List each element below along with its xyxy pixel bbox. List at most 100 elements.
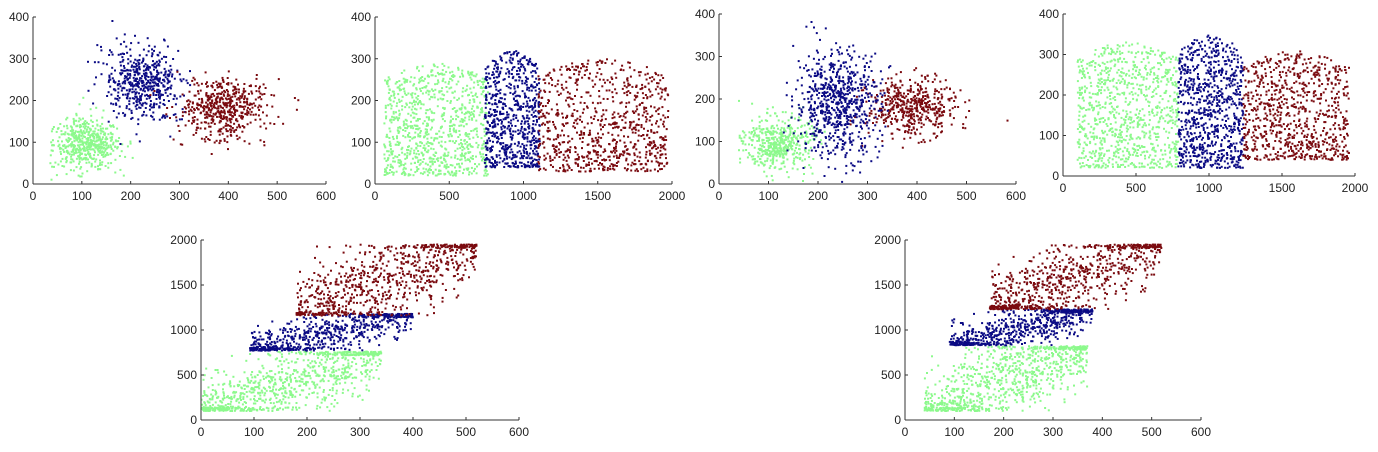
data-point xyxy=(568,92,571,95)
data-point xyxy=(889,100,892,102)
data-point xyxy=(50,149,53,152)
data-point xyxy=(641,86,644,89)
data-point xyxy=(527,96,530,99)
data-point xyxy=(949,87,951,90)
data-point xyxy=(485,96,488,99)
data-point xyxy=(467,152,470,154)
data-point xyxy=(126,145,129,148)
data-point xyxy=(911,110,914,113)
data-point xyxy=(82,135,85,138)
data-point xyxy=(658,164,660,167)
data-point xyxy=(484,145,487,148)
data-point xyxy=(503,166,506,168)
data-point xyxy=(199,104,202,107)
data-point xyxy=(485,170,488,172)
data-point xyxy=(485,174,488,177)
data-point xyxy=(565,159,568,162)
data-point xyxy=(774,136,777,139)
data-point xyxy=(80,125,83,128)
data-point xyxy=(419,145,422,147)
data-point xyxy=(107,153,110,156)
data-point xyxy=(517,166,520,169)
data-point xyxy=(151,85,154,88)
data-point xyxy=(895,92,898,95)
data-point xyxy=(555,113,558,116)
data-point xyxy=(482,90,485,92)
data-point xyxy=(943,110,946,113)
data-point xyxy=(565,122,568,125)
data-point xyxy=(81,141,84,144)
data-point xyxy=(155,60,158,63)
data-point xyxy=(148,108,151,111)
data-point xyxy=(494,83,497,86)
data-point xyxy=(440,115,443,118)
data-point xyxy=(659,156,662,159)
data-point xyxy=(775,115,778,118)
data-point xyxy=(221,111,224,114)
data-point xyxy=(923,109,926,112)
data-point xyxy=(788,140,791,143)
data-point xyxy=(409,125,412,128)
data-point xyxy=(529,57,532,60)
data-point xyxy=(648,88,651,91)
data-point xyxy=(199,89,202,92)
data-point xyxy=(191,116,194,119)
data-point xyxy=(66,116,69,119)
data-point xyxy=(890,123,893,125)
data-point xyxy=(263,144,266,147)
data-point xyxy=(104,132,107,135)
data-point xyxy=(508,156,511,159)
data-point xyxy=(164,91,167,94)
data-point xyxy=(137,85,139,88)
data-point xyxy=(181,114,184,117)
data-point xyxy=(91,157,94,160)
data-point xyxy=(491,145,494,148)
data-point xyxy=(237,91,240,94)
data-point xyxy=(927,80,930,83)
data-point xyxy=(163,99,165,102)
data-point xyxy=(159,101,162,104)
data-point xyxy=(459,75,462,78)
data-point xyxy=(131,116,134,119)
data-point xyxy=(235,134,238,137)
data-point xyxy=(490,166,493,169)
data-point xyxy=(529,144,532,147)
data-point xyxy=(937,102,940,105)
data-point xyxy=(532,106,535,109)
data-point xyxy=(73,144,76,147)
data-point xyxy=(123,40,126,43)
data-point xyxy=(560,151,562,154)
cluster-blue xyxy=(782,21,892,183)
data-point xyxy=(531,85,534,88)
data-point xyxy=(491,95,494,98)
data-point xyxy=(495,155,498,158)
data-point xyxy=(133,79,136,82)
data-point xyxy=(918,97,921,100)
data-point xyxy=(772,138,775,141)
data-point xyxy=(492,140,494,143)
data-point xyxy=(140,61,143,64)
data-point xyxy=(249,108,251,111)
data-point xyxy=(516,86,519,89)
data-point xyxy=(767,144,770,147)
data-point xyxy=(414,171,417,174)
data-point xyxy=(480,108,483,111)
data-point xyxy=(164,89,167,92)
data-point xyxy=(540,115,543,118)
data-point xyxy=(529,105,532,108)
data-point xyxy=(410,147,413,150)
data-point xyxy=(468,171,471,174)
data-point xyxy=(604,118,607,121)
data-point xyxy=(112,80,115,83)
data-point xyxy=(102,155,105,158)
data-point xyxy=(492,73,495,76)
data-point xyxy=(461,95,464,98)
data-point xyxy=(901,146,904,149)
data-point xyxy=(90,145,93,148)
data-point xyxy=(465,123,468,126)
data-point xyxy=(650,141,653,144)
data-point xyxy=(131,83,134,86)
data-point xyxy=(243,126,246,129)
data-point xyxy=(237,123,240,126)
data-point xyxy=(507,121,510,124)
